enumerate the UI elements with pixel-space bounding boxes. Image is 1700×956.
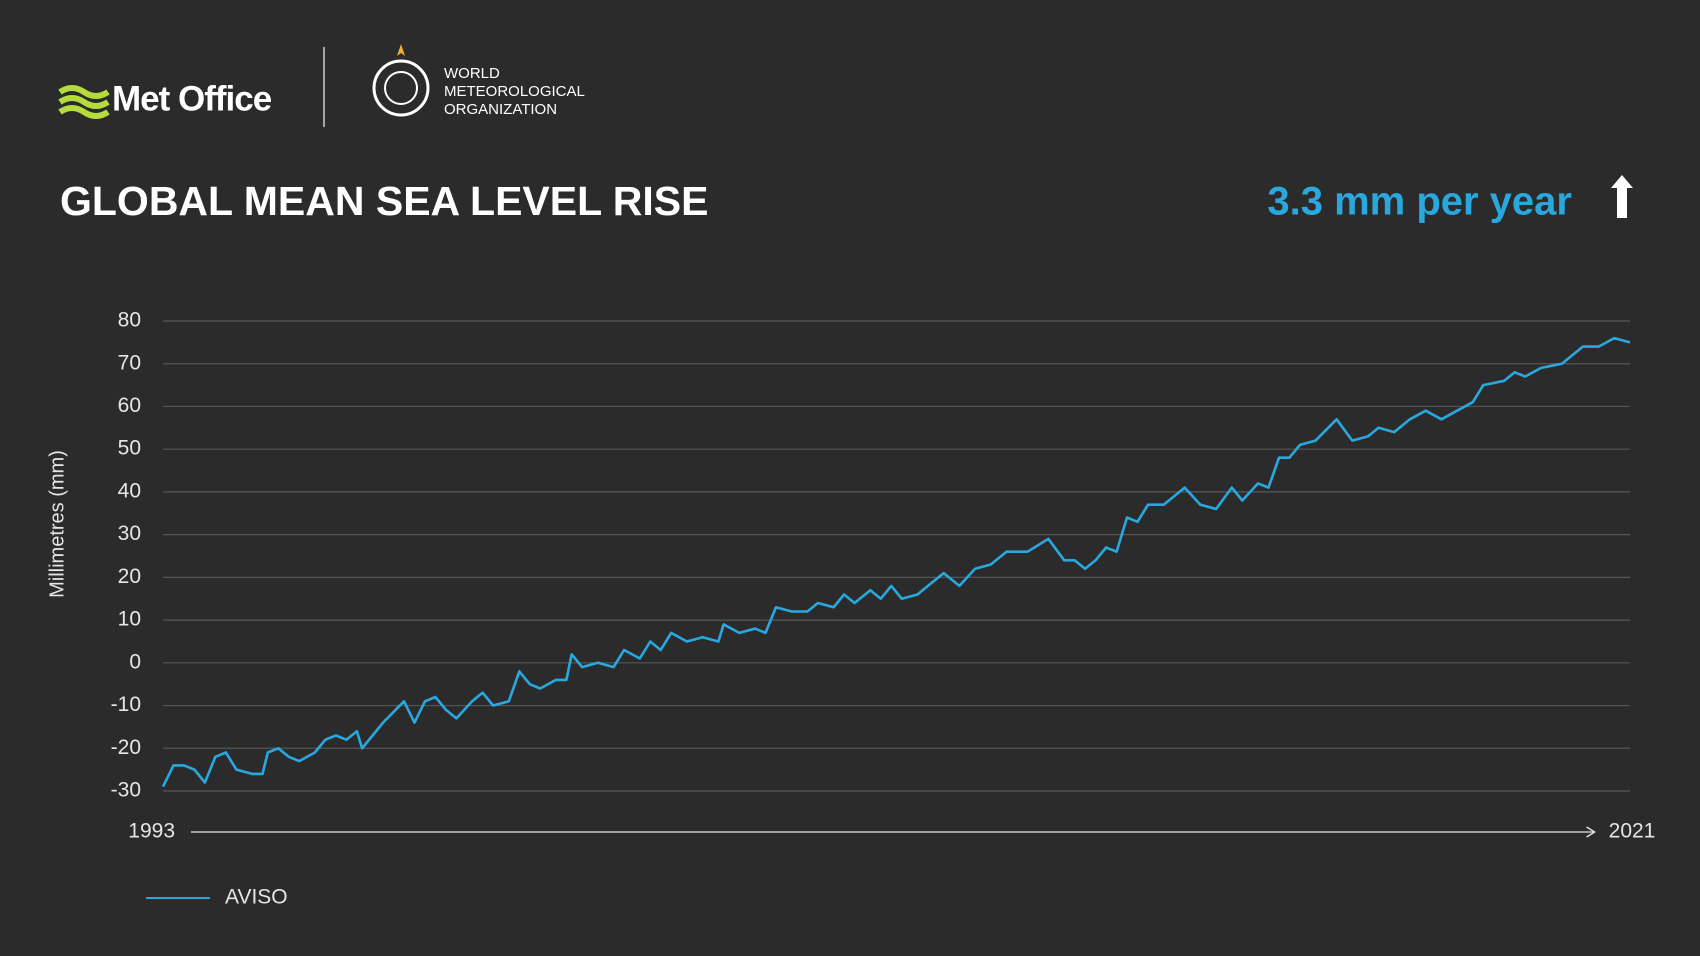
y-tick-label: 50 (118, 437, 141, 460)
wmo-text: METEOROLOGICAL (444, 83, 585, 100)
brand-name: Met Office (112, 79, 272, 118)
chart-title: GLOBAL MEAN SEA LEVEL RISE (60, 178, 709, 224)
data-line (161, 336, 1631, 788)
y-tick-label: -10 (111, 693, 141, 716)
wmo-emblem (372, 59, 430, 117)
y-tick-label: -20 (111, 736, 141, 759)
y-tick-label: 80 (118, 309, 141, 332)
logo-waves (58, 85, 110, 119)
y-tick-label: 60 (118, 394, 141, 417)
y-tick-label: 0 (129, 650, 141, 673)
legend-label: AVISO (225, 886, 288, 909)
up-arrow-icon (1611, 175, 1633, 218)
met-office-logo: Met Office (58, 79, 273, 119)
wmo-text: WORLD (444, 65, 500, 82)
y-tick-label: 20 (118, 565, 141, 588)
y-axis-label: Millimetres (mm) (46, 450, 68, 598)
wmo-globe (384, 71, 418, 105)
y-tick-label: 10 (118, 608, 141, 631)
y-tick-label: 30 (118, 522, 141, 545)
wmo-star (397, 44, 405, 56)
y-tick-label: 40 (118, 479, 141, 502)
x-tick-label: 2021 (1609, 820, 1656, 843)
x-tick-label: 1993 (128, 820, 175, 843)
x-axis-arrowhead (1586, 826, 1596, 838)
y-tick-label: 70 (118, 351, 141, 374)
y-tick-label: -30 (111, 779, 141, 802)
chart-subtitle: 3.3 mm per year (1267, 180, 1572, 224)
wmo-logo: WORLD METEOROLOGICAL ORGANIZATION (372, 44, 585, 118)
wmo-text: ORGANIZATION (444, 101, 557, 118)
